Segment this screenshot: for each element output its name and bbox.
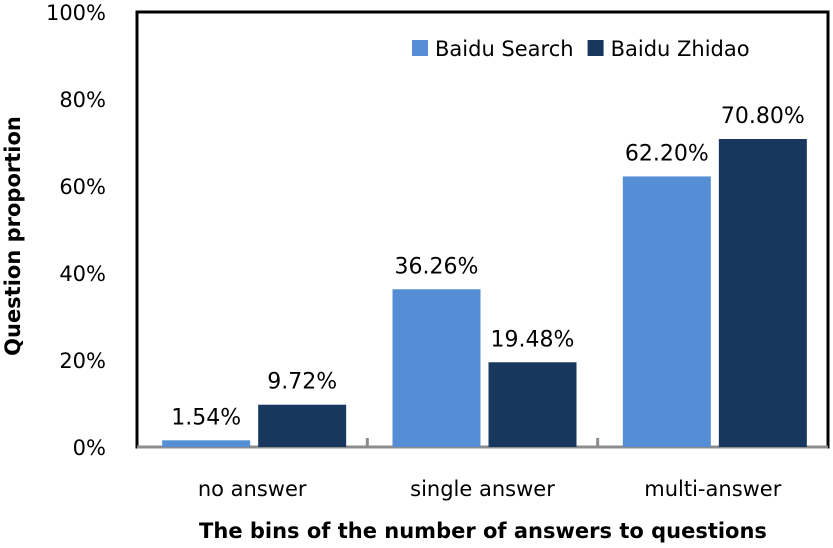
legend-swatch-baidu-zhidao bbox=[587, 40, 604, 56]
data-label-baidu-zhidao: 9.72% bbox=[267, 370, 337, 395]
plot-frame bbox=[135, 10, 830, 449]
y-tick-label-0: 0% bbox=[73, 436, 106, 460]
y-axis-title: Question proportion bbox=[1, 116, 25, 356]
data-labels: 1.54% 36.26% 62.20% 9.72% 19.48% 70.80% bbox=[171, 104, 805, 430]
data-label-baidu-search: 1.54% bbox=[171, 405, 241, 430]
y-tick-label-20: 20% bbox=[59, 349, 106, 373]
y-tick-label-40: 40% bbox=[59, 262, 106, 286]
x-tick-label-multi-answer: multi-answer bbox=[644, 477, 781, 501]
data-label-baidu-zhidao: 70.80% bbox=[721, 104, 805, 129]
bar-baidu-search bbox=[622, 176, 711, 447]
y-tick-label-60: 60% bbox=[59, 175, 106, 199]
data-label-baidu-search: 62.20% bbox=[625, 141, 709, 166]
bar-baidu-zhidao bbox=[488, 362, 577, 447]
data-label-baidu-search: 36.26% bbox=[395, 254, 479, 279]
x-axis-title: The bins of the number of answers to que… bbox=[199, 519, 767, 543]
legend-label-baidu-search: Baidu Search bbox=[435, 37, 574, 61]
x-tick-label-no-answer: no answer bbox=[198, 477, 307, 501]
bar-baidu-search bbox=[392, 289, 481, 447]
x-tick-label-single-answer: single answer bbox=[410, 477, 555, 501]
x-axis: no answer single answer multi-answer bbox=[198, 438, 782, 501]
bar-baidu-zhidao bbox=[258, 404, 347, 447]
bar-baidu-search bbox=[162, 440, 251, 447]
legend: Baidu Search Baidu Zhidao bbox=[412, 37, 750, 61]
y-tick-label-80: 80% bbox=[59, 88, 106, 112]
bar-baidu-zhidao bbox=[718, 139, 807, 447]
y-axis: 0% 20% 40% 60% 80% 100% bbox=[46, 1, 106, 460]
legend-label-baidu-zhidao: Baidu Zhidao bbox=[611, 37, 750, 61]
legend-swatch-baidu-search bbox=[412, 40, 428, 56]
data-label-baidu-zhidao: 19.48% bbox=[491, 327, 575, 352]
y-tick-label-100: 100% bbox=[46, 1, 106, 25]
bars bbox=[162, 139, 807, 447]
